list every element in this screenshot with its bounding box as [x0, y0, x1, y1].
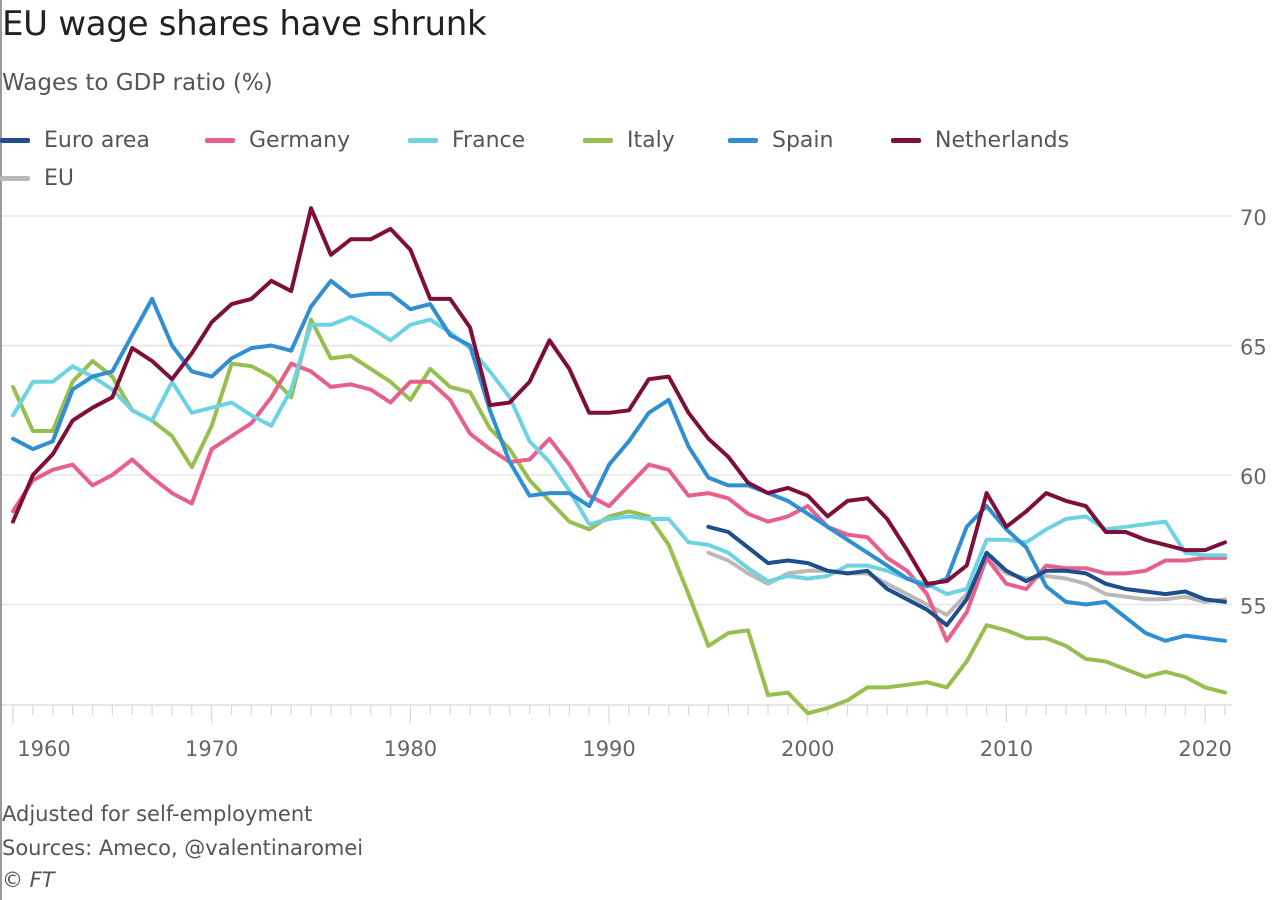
chart-title: EU wage shares have shrunk [2, 4, 487, 44]
y-tick-label: 55 [1240, 595, 1267, 619]
footnote: Adjusted for self-employment [2, 802, 313, 826]
legend-label: Spain [772, 128, 834, 153]
legend-item-france: France [408, 128, 525, 153]
sources: Sources: Ameco, @valentinaromei [2, 836, 364, 860]
legend-swatch [408, 138, 438, 143]
series-line-eu [706, 550, 1227, 617]
gridlines [2, 215, 1232, 706]
copyright: © FT [2, 868, 55, 892]
x-tick-label: 2000 [781, 737, 834, 761]
y-tick-label: 70 [1240, 206, 1267, 230]
x-tick-label: 2020 [1178, 737, 1231, 761]
legend-swatch [0, 176, 30, 181]
series-line-germany [11, 361, 1227, 643]
legend-item-netherlands: Netherlands [891, 128, 1069, 153]
legend-label: Euro area [44, 128, 150, 153]
series-line-italy [11, 317, 1227, 716]
legend-label: France [452, 128, 526, 153]
legend-label: EU [44, 166, 75, 191]
legend-label: Netherlands [935, 128, 1070, 153]
legend-swatch [0, 138, 30, 143]
legend-item-italy: Italy [583, 128, 675, 153]
x-tick-label: 2010 [980, 737, 1033, 761]
legend-label: Germany [249, 128, 351, 153]
x-tick-label: 1990 [582, 737, 635, 761]
legend-item-germany: Germany [205, 128, 350, 153]
series-line-spain [11, 278, 1227, 643]
x-tick-label: 1980 [384, 737, 437, 761]
legend-label: Italy [627, 128, 675, 153]
x-tick-label: 1960 [17, 737, 70, 761]
chart-subtitle: Wages to GDP ratio (%) [2, 70, 273, 96]
legend-swatch [728, 138, 758, 143]
series-line-netherlands [11, 206, 1227, 586]
x-tick-label: 1970 [185, 737, 238, 761]
legend-item-eu: EU [0, 166, 74, 191]
legend-swatch [583, 138, 613, 143]
series-line-euro-area [706, 524, 1227, 628]
left-border [0, 0, 2, 900]
y-tick-label: 60 [1240, 465, 1267, 489]
y-axis: 70 65 60 55 [1240, 206, 1267, 619]
y-tick-label: 65 [1240, 336, 1267, 360]
series-lines [11, 206, 1227, 716]
legend-swatch [891, 138, 921, 143]
legend-item-spain: Spain [728, 128, 833, 153]
x-axis: 1960 1970 1980 1990 2000 2010 2020 [12, 705, 1232, 761]
legend-swatch [205, 138, 235, 143]
legend-item-euro-area: Euro area [0, 128, 150, 153]
